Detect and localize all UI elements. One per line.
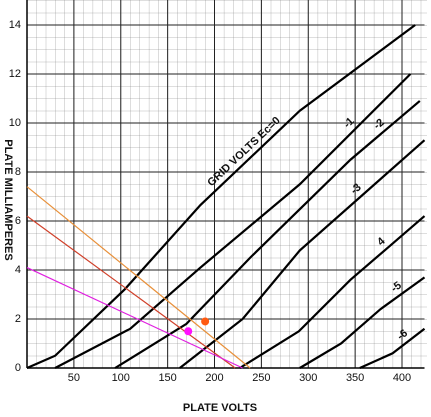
series-line (299, 276, 426, 369)
y-tick-label: 2 (15, 313, 21, 325)
operating-point (201, 317, 210, 326)
x-axis-label: PLATE VOLTS (183, 402, 257, 414)
series-line (359, 327, 426, 370)
y-tick-label: 4 (15, 264, 21, 276)
y-tick-label: 8 (15, 166, 21, 178)
y-tick-label: 12 (9, 68, 21, 80)
x-tick-label: 150 (158, 372, 176, 384)
series-line (26, 215, 236, 369)
y-tick-label: 10 (9, 117, 21, 129)
operating-point (184, 327, 193, 336)
series-line (239, 215, 426, 369)
series-line (26, 267, 243, 369)
x-tick-label: 400 (393, 372, 411, 384)
y-tick-label: 0 (15, 362, 21, 374)
series-line (26, 186, 251, 369)
x-tick-label: 100 (112, 372, 130, 384)
y-tick-label: 14 (9, 19, 21, 31)
y-tick-label: 6 (15, 215, 21, 227)
x-tick-label: 200 (205, 372, 223, 384)
series-line (26, 24, 416, 370)
series-line (54, 73, 412, 369)
x-tick-label: 250 (252, 372, 270, 384)
x-tick-label: 50 (68, 372, 80, 384)
y-axis-label: PLATE MILLIAMPERES (2, 139, 14, 260)
series-line (179, 139, 426, 369)
x-tick-label: 350 (346, 372, 364, 384)
minor-grid (27, 0, 427, 368)
x-tick-label: 300 (299, 372, 317, 384)
series-line (114, 100, 421, 369)
